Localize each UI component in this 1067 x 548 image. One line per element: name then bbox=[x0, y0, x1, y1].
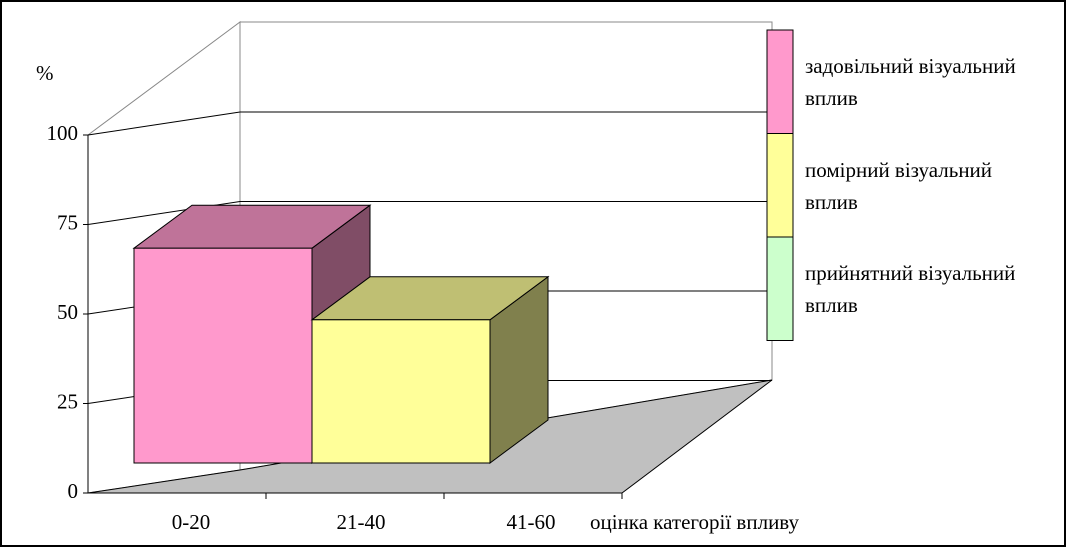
legend-swatch bbox=[766, 133, 794, 238]
y-tick-label: 0 bbox=[68, 479, 79, 503]
y-tick-label: 75 bbox=[57, 210, 78, 234]
legend-label: прийнятний візуальний вплив bbox=[805, 261, 1016, 317]
x-tick-label: 41-60 bbox=[507, 510, 556, 534]
legend-label: помірний візуальний вплив bbox=[805, 157, 993, 214]
legend-swatch bbox=[766, 236, 794, 341]
bar bbox=[133, 247, 313, 464]
x-axis-label: оцінка категорії впливу bbox=[590, 510, 800, 534]
grid-line bbox=[87, 111, 241, 136]
legend-label: задовільний візуальний вплив bbox=[805, 54, 1016, 110]
y-tick-label: 25 bbox=[57, 389, 78, 413]
y-tick-label: 50 bbox=[57, 300, 78, 324]
x-tick-label: 0-20 bbox=[172, 510, 211, 534]
y-axis-label: % bbox=[36, 61, 54, 85]
legend-swatch bbox=[766, 29, 794, 134]
x-tick-label: 21-40 bbox=[337, 510, 386, 534]
y-tick-label: 100 bbox=[47, 121, 79, 145]
bar bbox=[311, 319, 491, 464]
